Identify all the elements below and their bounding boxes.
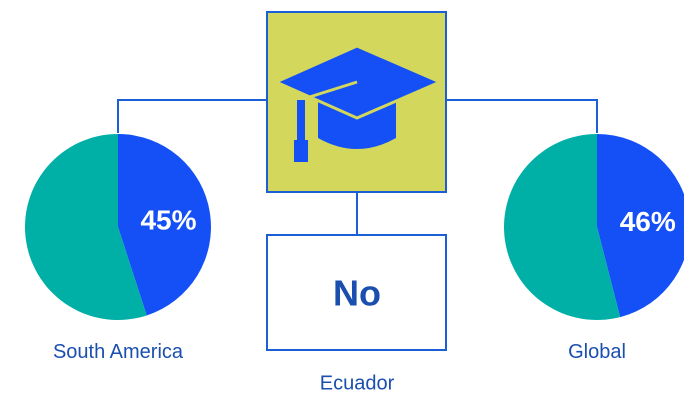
connectors [117, 99, 598, 235]
pie-caption: South America [52, 341, 184, 363]
ecuador-value: No [333, 273, 381, 314]
tassel-end [294, 140, 308, 162]
pie-slice [597, 134, 684, 318]
value-box [266, 234, 447, 351]
cap-board [272, 44, 444, 120]
pie-value-label: 45% [140, 204, 196, 235]
cap-body [318, 100, 396, 149]
connector [446, 99, 598, 133]
ecuador-label: Ecuador [320, 372, 395, 394]
tassel-cord [299, 80, 358, 102]
tassel [297, 100, 305, 142]
connector [117, 99, 267, 133]
pie-value-label: 46% [620, 206, 676, 237]
pie-slice [504, 134, 621, 320]
pie-caption: Global [568, 341, 626, 363]
pie-slice [24, 134, 147, 320]
pie-slice [118, 134, 211, 316]
graduation-cap-icon [272, 44, 444, 162]
